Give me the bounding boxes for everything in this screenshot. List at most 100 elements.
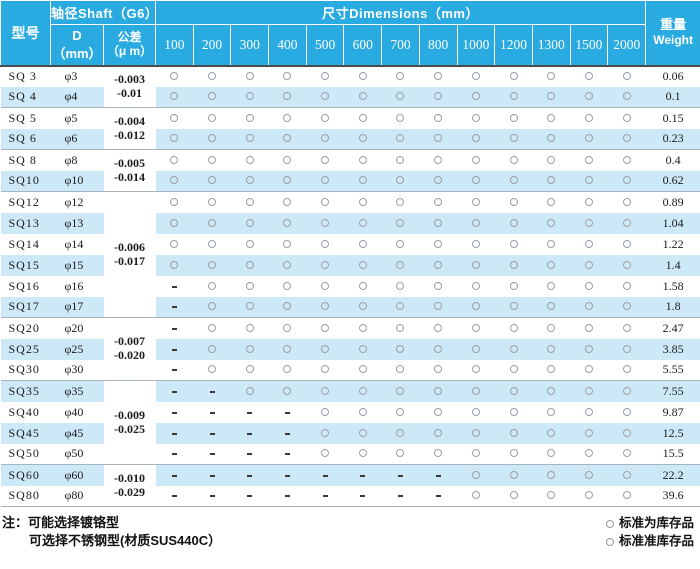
available-circle-icon [547, 407, 556, 416]
weight-cell: 9.87 [645, 401, 700, 423]
tolerance-upper: -0.010 [114, 470, 145, 485]
availability-cell [381, 422, 420, 444]
availability-cell [268, 275, 307, 297]
availability-cell [532, 275, 571, 297]
available-circle-icon [622, 323, 631, 332]
available-circle-icon [208, 176, 217, 185]
availability-cell [381, 359, 420, 381]
availability-cell [230, 338, 269, 360]
model-cell: SQ 5 [0, 107, 51, 129]
availability-cell [607, 317, 646, 339]
model-cell: SQ 4 [0, 86, 51, 108]
available-circle-icon [170, 176, 179, 185]
model-cell: SQ16 [0, 275, 51, 297]
tolerance-upper: -0.006 [114, 239, 145, 254]
availability-cell [607, 64, 646, 87]
legend-circle-icon [605, 520, 614, 528]
shaft-diameter-cell: φ5 [50, 107, 104, 129]
available-circle-icon [584, 302, 593, 311]
weight-cell: 0.4 [645, 149, 700, 171]
available-circle-icon [208, 260, 217, 269]
available-circle-icon [245, 344, 254, 353]
availability-cell [570, 338, 608, 360]
availability-cell [457, 359, 495, 381]
shaft-diameter-cell: φ80 [50, 485, 104, 507]
tolerance-upper: -0.003 [114, 71, 145, 86]
available-circle-icon [509, 449, 518, 458]
availability-cell [419, 380, 457, 402]
availability-cell [268, 212, 307, 234]
availability-cell [570, 401, 608, 423]
availability-cell [155, 149, 194, 171]
availability-cell [532, 191, 571, 213]
availability-cell [306, 359, 344, 381]
availability-cell [457, 64, 495, 87]
table-row: SQ35 φ35 -0.009 -0.025 7.55 [0, 380, 700, 465]
available-circle-icon [321, 72, 330, 80]
table-row: SQ30 φ30 5.55 [0, 359, 700, 381]
model-header-cell: 型号 [0, 0, 51, 66]
availability-cell [306, 191, 344, 213]
available-circle-icon [471, 239, 480, 248]
available-circle-icon [584, 113, 593, 122]
weight-header-en: Weight [653, 33, 694, 48]
availability-cell [306, 380, 344, 402]
availability-cell [494, 233, 533, 255]
available-circle-icon [509, 323, 518, 332]
available-circle-icon [283, 92, 292, 101]
availability-cell [494, 86, 533, 108]
available-circle-icon [509, 365, 518, 374]
availability-cell [457, 170, 495, 192]
availability-cell [343, 128, 382, 150]
availability-cell [607, 380, 646, 402]
availability-cell [268, 464, 307, 486]
available-circle-icon [396, 176, 405, 185]
available-circle-icon [358, 260, 367, 269]
tolerance-lower: -0.017 [114, 253, 145, 268]
availability-cell [306, 254, 344, 276]
available-circle-icon [434, 365, 443, 374]
available-circle-icon [283, 72, 292, 80]
available-circle-icon [622, 239, 631, 248]
availability-cell [457, 422, 495, 444]
table-row: SQ10 φ10 0.62 [0, 170, 700, 192]
unavailable-dash-icon [284, 453, 290, 456]
unavailable-dash-icon [397, 495, 403, 498]
available-circle-icon [321, 134, 330, 143]
available-circle-icon [471, 386, 480, 395]
available-circle-icon [208, 218, 217, 227]
availability-cell [193, 380, 231, 402]
availability-cell [607, 275, 646, 297]
unavailable-dash-icon [171, 369, 177, 372]
dim-column-header: 2000 [607, 24, 647, 66]
available-circle-icon [471, 155, 480, 164]
availability-cell [193, 254, 231, 276]
availability-cell [607, 296, 646, 318]
tolerance-lower: -0.020 [114, 348, 145, 362]
available-circle-icon [471, 113, 480, 122]
availability-cell [343, 317, 382, 339]
available-circle-icon [396, 281, 405, 290]
available-circle-icon [547, 302, 556, 311]
availability-cell [381, 128, 420, 150]
availability-cell [419, 317, 457, 339]
availability-cell [193, 317, 231, 339]
unavailable-dash-icon [435, 495, 441, 498]
availability-cell [570, 443, 608, 465]
availability-cell [607, 422, 646, 444]
available-circle-icon [471, 302, 480, 311]
availability-cell [607, 464, 646, 486]
available-circle-icon [245, 155, 254, 164]
available-circle-icon [622, 72, 631, 80]
available-circle-icon [547, 239, 556, 248]
availability-cell [494, 359, 533, 381]
availability-cell [230, 275, 269, 297]
available-circle-icon [547, 470, 556, 479]
available-circle-icon [471, 449, 480, 458]
available-circle-icon [283, 386, 292, 395]
availability-cell [570, 254, 608, 276]
unavailable-dash-icon [247, 411, 253, 414]
availability-cell [268, 86, 307, 108]
availability-cell [193, 233, 231, 255]
available-circle-icon [358, 176, 367, 185]
